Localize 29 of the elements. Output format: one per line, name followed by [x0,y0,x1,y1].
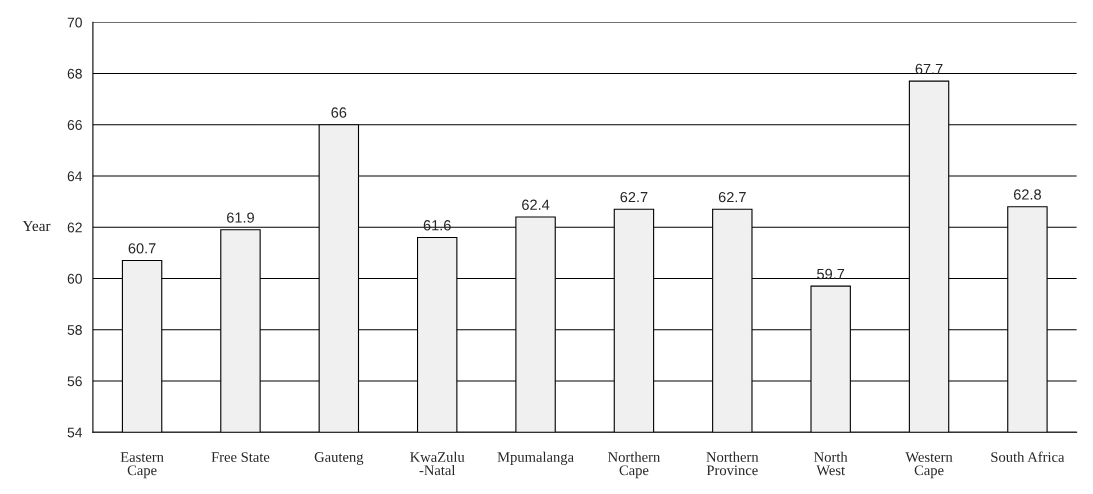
data-label: 62.7 [718,191,746,203]
x-tick-label: Northern Cape [608,451,661,479]
y-tick-label: 54 [67,427,83,438]
y-tick-label: 62 [67,222,82,233]
y-tick-label: 56 [67,376,82,387]
y-tick-label: 70 [67,17,82,28]
y-tick-label: 60 [67,273,82,284]
x-tick-label: Free State [211,452,270,462]
data-label: 66 [331,107,347,118]
x-tick-label: Northern Province [706,451,759,476]
x-tick-label: Gauteng [314,452,364,465]
x-tick-label: Eastern Cape [120,452,164,479]
data-label: 61.9 [227,212,254,223]
data-label: 67.7 [915,63,943,75]
y-tick-label: 68 [67,68,82,79]
data-label: 59.7 [817,268,845,280]
x-tick-label: North West [814,451,848,476]
data-label: 62.7 [620,191,648,203]
y-tick-label: 64 [67,171,83,182]
x-tick-label: Mpumalanga [497,451,574,465]
data-label: 62.8 [1013,189,1041,200]
x-tick-label: South Africa [991,451,1065,462]
y-axis-title: Year [22,220,51,232]
data-label: 60.7 [128,243,156,254]
data-label: 62.4 [522,199,550,210]
x-tick-label: KwaZulu -Natal [410,451,465,476]
y-tick-label: 66 [67,120,82,130]
y-tick-label: 58 [67,325,82,335]
x-tick-label: Western Cape [905,452,953,479]
